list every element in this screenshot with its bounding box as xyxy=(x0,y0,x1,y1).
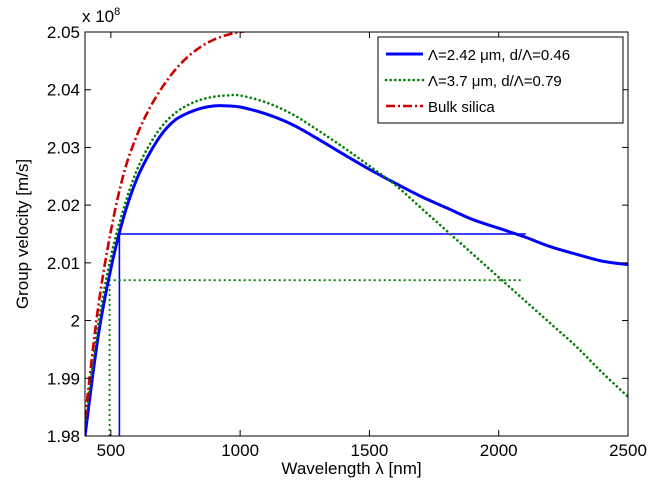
series-line-3 xyxy=(85,32,250,419)
y-tick-label: 2.05 xyxy=(47,23,80,42)
series-layer xyxy=(85,32,628,436)
y-tick-label: 2 xyxy=(71,312,80,331)
x-tick-label: 1000 xyxy=(221,441,259,460)
y-tick-label: 2.04 xyxy=(47,81,80,100)
x-tick-label: 500 xyxy=(97,441,125,460)
y-tick-label: 2.03 xyxy=(47,138,80,157)
y-exponent-power: 8 xyxy=(114,6,120,18)
x-tick-label: 2000 xyxy=(480,441,518,460)
legend-label: Bulk silica xyxy=(428,99,495,116)
y-tick-label: 1.98 xyxy=(47,427,80,446)
legend-label: Λ=2.42 μm, d/Λ=0.46 xyxy=(428,47,570,64)
plot-frame xyxy=(84,31,629,437)
y-tick-label: 1.99 xyxy=(47,369,80,388)
ticks-layer: 500 1000 1500 2000 2500 1.98 1.99 2 2.01 2.02 2.03… xyxy=(47,23,647,460)
series-line-2 xyxy=(85,93,628,426)
legend-label: Λ=3.7 μm, d/Λ=0.79 xyxy=(428,73,562,90)
y-axis-label: Group velocity [m/s] xyxy=(13,159,32,309)
y-tick-label: 2.01 xyxy=(47,254,80,273)
x-tick-label: 1500 xyxy=(351,441,389,460)
y-exponent-label: x 108 xyxy=(82,6,120,26)
y-tick-label: 2.02 xyxy=(47,196,80,215)
legend: Λ=2.42 μm, d/Λ=0.46 Λ=3.7 μm, d/Λ=0.79 Bul… xyxy=(377,36,624,124)
x-axis-label: Wavelength λ [nm] xyxy=(281,459,421,478)
series-line-1 xyxy=(85,104,628,436)
y-exponent-base: x 10 xyxy=(82,7,114,26)
x-tick-label: 2500 xyxy=(609,441,647,460)
